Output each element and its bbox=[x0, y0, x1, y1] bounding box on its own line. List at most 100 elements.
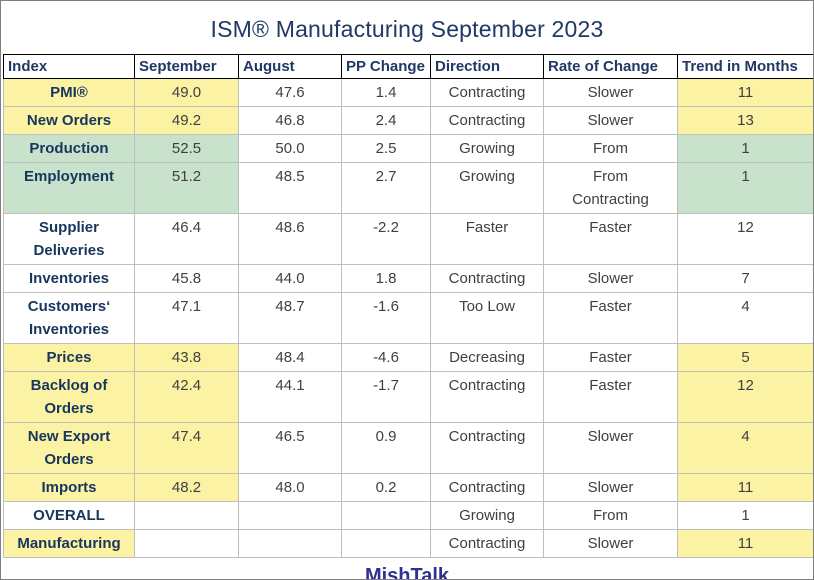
cell-rate-of-change: Faster bbox=[543, 292, 678, 344]
cell-direction: Contracting bbox=[430, 106, 544, 135]
table-body: PMI® 49.0 47.6 1.4 Contracting Slower 11 New Or… bbox=[3, 78, 813, 558]
cell-august: 48.4 bbox=[238, 343, 342, 372]
column-header-august: August bbox=[238, 54, 342, 79]
table-row: Imports 48.2 48.0 0.2 Contracting Slower 11 bbox=[3, 473, 813, 502]
cell-august bbox=[238, 501, 342, 530]
cell-index: Imports bbox=[3, 473, 135, 502]
cell-direction: Faster bbox=[430, 213, 544, 265]
cell-pp-change: 2.5 bbox=[341, 134, 431, 163]
cell-index: Inventories bbox=[3, 264, 135, 293]
cell-september: 47.1 bbox=[134, 292, 239, 344]
cell-index: New Orders bbox=[3, 106, 135, 135]
cell-rate-of-change: Slower bbox=[543, 106, 678, 135]
cell-september: 43.8 bbox=[134, 343, 239, 372]
cell-september: 52.5 bbox=[134, 134, 239, 163]
table-row: Production 52.5 50.0 2.5 Growing From 1 bbox=[3, 134, 813, 163]
cell-direction: Contracting bbox=[430, 529, 544, 558]
cell-index: Production bbox=[3, 134, 135, 163]
cell-direction: Growing bbox=[430, 134, 544, 163]
header-row: Index September August PP Change Direction Ra… bbox=[3, 54, 813, 79]
cell-rate-of-change: Slower bbox=[543, 473, 678, 502]
table-row: OVERALL Growing From 1 bbox=[3, 501, 813, 530]
cell-direction: Growing bbox=[430, 501, 544, 530]
cell-rate-of-change: From bbox=[543, 134, 678, 163]
cell-pp-change: 1.8 bbox=[341, 264, 431, 293]
column-header-september: September bbox=[134, 54, 239, 79]
cell-index: PMI® bbox=[3, 78, 135, 107]
column-header-direction: Direction bbox=[430, 54, 544, 79]
table-row: Prices 43.8 48.4 -4.6 Decreasing Faster 5 bbox=[3, 343, 813, 372]
page-title: ISM® Manufacturing September 2023 bbox=[210, 16, 604, 42]
cell-pp-change: 0.2 bbox=[341, 473, 431, 502]
cell-direction: Contracting bbox=[430, 264, 544, 293]
cell-trend-in-months: 7 bbox=[677, 264, 813, 293]
cell-pp-change: -4.6 bbox=[341, 343, 431, 372]
cell-september: 46.4 bbox=[134, 213, 239, 265]
cell-pp-change: 0.9 bbox=[341, 422, 431, 474]
cell-rate-of-change: Slower bbox=[543, 529, 678, 558]
cell-rate-of-change: Slower bbox=[543, 78, 678, 107]
cell-august bbox=[238, 529, 342, 558]
cell-rate-of-change: From bbox=[543, 501, 678, 530]
cell-trend-in-months: 4 bbox=[677, 292, 813, 344]
cell-direction: Too Low bbox=[430, 292, 544, 344]
column-header-trend-in-months: Trend in Months bbox=[677, 54, 813, 79]
cell-direction: Contracting bbox=[430, 371, 544, 423]
cell-august: 44.0 bbox=[238, 264, 342, 293]
cell-direction: Contracting bbox=[430, 473, 544, 502]
cell-pp-change bbox=[341, 501, 431, 530]
cell-direction: Decreasing bbox=[430, 343, 544, 372]
cell-trend-in-months: 13 bbox=[677, 106, 813, 135]
cell-direction: Contracting bbox=[430, 422, 544, 474]
cell-pp-change: -1.6 bbox=[341, 292, 431, 344]
cell-trend-in-months: 4 bbox=[677, 422, 813, 474]
cell-pp-change: -2.2 bbox=[341, 213, 431, 265]
cell-pp-change bbox=[341, 529, 431, 558]
cell-august: 44.1 bbox=[238, 371, 342, 423]
cell-direction: Growing bbox=[430, 162, 544, 214]
cell-pp-change: -1.7 bbox=[341, 371, 431, 423]
cell-august: 48.5 bbox=[238, 162, 342, 214]
cell-index: Supplier Deliveries bbox=[3, 213, 135, 265]
cell-trend-in-months: 1 bbox=[677, 134, 813, 163]
cell-trend-in-months: 1 bbox=[677, 162, 813, 214]
table-row: Customers‘ Inventories 47.1 48.7 -1.6 Too Lo… bbox=[3, 292, 813, 344]
cell-rate-of-change: Slower bbox=[543, 422, 678, 474]
cell-index: New Export Orders bbox=[3, 422, 135, 474]
cell-rate-of-change: Slower bbox=[543, 264, 678, 293]
cell-august: 46.8 bbox=[238, 106, 342, 135]
table-row: Backlog of Orders 42.4 44.1 -1.7 Contracting… bbox=[3, 371, 813, 423]
cell-august: 50.0 bbox=[238, 134, 342, 163]
cell-pp-change: 2.7 bbox=[341, 162, 431, 214]
footer-brand: MishTalk bbox=[364, 565, 450, 580]
table-row: Manufacturing Contracting Slower 11 bbox=[3, 529, 813, 558]
cell-trend-in-months: 1 bbox=[677, 501, 813, 530]
table-row: Supplier Deliveries 46.4 48.6 -2.2 Faster Fas… bbox=[3, 213, 813, 265]
cell-index: Employment bbox=[3, 162, 135, 214]
cell-index: Prices bbox=[3, 343, 135, 372]
cell-pp-change: 1.4 bbox=[341, 78, 431, 107]
cell-september: 42.4 bbox=[134, 371, 239, 423]
cell-rate-of-change: From Contracting bbox=[543, 162, 678, 214]
cell-trend-in-months: 12 bbox=[677, 371, 813, 423]
column-header-pp-change: PP Change bbox=[341, 54, 431, 79]
cell-rate-of-change: Faster bbox=[543, 213, 678, 265]
cell-september: 45.8 bbox=[134, 264, 239, 293]
cell-august: 48.0 bbox=[238, 473, 342, 502]
cell-index: Customers‘ Inventories bbox=[3, 292, 135, 344]
cell-august: 48.7 bbox=[238, 292, 342, 344]
column-header-rate-of-change: Rate of Change bbox=[543, 54, 678, 79]
cell-september: 47.4 bbox=[134, 422, 239, 474]
cell-september: 49.0 bbox=[134, 78, 239, 107]
cell-september: 48.2 bbox=[134, 473, 239, 502]
cell-trend-in-months: 11 bbox=[677, 529, 813, 558]
table-row: New Export Orders 47.4 46.5 0.9 Contracting S… bbox=[3, 422, 813, 474]
table-row: Employment 51.2 48.5 2.7 Growing From Contrac… bbox=[3, 162, 813, 214]
cell-september bbox=[134, 529, 239, 558]
cell-september: 51.2 bbox=[134, 162, 239, 214]
cell-trend-in-months: 11 bbox=[677, 78, 813, 107]
cell-trend-in-months: 12 bbox=[677, 213, 813, 265]
cell-pp-change: 2.4 bbox=[341, 106, 431, 135]
cell-direction: Contracting bbox=[430, 78, 544, 107]
